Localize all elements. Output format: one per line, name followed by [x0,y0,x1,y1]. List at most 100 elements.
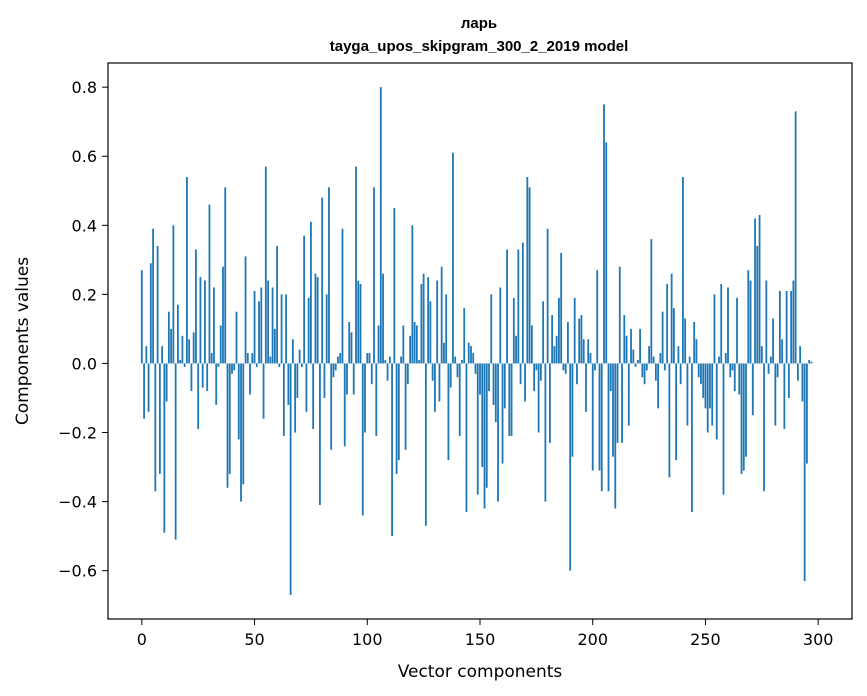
bar-289 [792,280,795,364]
bar-290 [794,111,797,364]
bar-148 [474,363,477,374]
bar-128 [429,301,432,364]
bar-94 [352,363,355,395]
bar-145 [467,342,470,364]
bar-102 [370,363,373,385]
bar-179 [544,363,547,502]
bar-230 [659,353,662,364]
bar-65 [287,363,290,405]
bar-80 [321,197,324,364]
bar-286 [785,290,788,364]
bar-152 [483,363,486,509]
bar-158 [497,363,499,502]
y-tick-label: −0.2 [58,424,97,443]
y-axis-ticks: −0.6 −0.4 −0.2 0.0 0.2 0.4 0.6 0.8 [58,78,108,581]
bar-186 [560,252,563,364]
bar-55 [264,166,267,364]
x-tick-label: 150 [465,630,496,649]
bar-26 [199,277,202,364]
bar-295 [806,363,808,464]
bar-216 [627,363,630,426]
bar-22 [190,363,193,392]
bar-234 [668,363,671,478]
x-axis-ticks: 0 50 100 150 200 250 300 [137,619,833,649]
bar-162 [506,249,508,364]
bar-12 [167,311,170,364]
bar-217 [630,328,632,364]
bar-125 [422,273,425,364]
x-tick-label: 250 [690,630,721,649]
bar-140 [456,363,459,378]
bar-184 [555,335,558,364]
bar-24 [195,249,197,364]
bar-202 [596,270,599,364]
bar-228 [654,363,657,381]
bar-96 [357,280,360,364]
bar-127 [427,277,430,364]
bar-112 [393,208,396,364]
bar-208 [609,363,612,392]
bar-56 [267,280,269,364]
bar-183 [553,346,556,364]
bar-81 [323,363,326,398]
bar-138 [452,152,454,364]
bar-263 [733,363,736,392]
bar-237 [675,363,678,461]
bar-213 [621,363,623,443]
bar-50 [253,290,256,364]
bar-63 [282,363,285,436]
bar-223 [643,363,646,385]
bar-35 [219,325,222,364]
bar-60 [276,246,278,364]
bar-214 [623,315,626,364]
bar-192 [573,297,576,364]
bar-177 [539,363,542,381]
bar-45 [242,363,245,485]
bar-144 [465,363,468,512]
bar-143 [463,308,466,364]
bar-285 [783,363,786,430]
bar-16 [176,304,179,364]
bar-103 [373,187,375,364]
bar-129 [431,363,434,381]
bar-276 [763,363,765,492]
bar-133 [440,266,443,364]
bar-142 [461,359,463,364]
bar-182 [551,315,554,364]
bar-100 [366,353,369,364]
bar-99 [364,363,366,433]
bar-10 [163,363,166,533]
bar-270 [749,280,752,364]
bar-176 [537,363,540,433]
bar-246 [695,339,698,364]
bar-251 [706,363,709,433]
bar-227 [652,356,655,364]
bar-229 [657,363,660,409]
bar-248 [700,363,702,385]
bar-185 [558,297,560,364]
bar-293 [801,363,804,402]
bar-115 [400,356,402,364]
bar-199 [589,353,592,364]
bar-139 [454,356,457,364]
bar-67 [291,339,294,364]
bar-233 [666,284,669,364]
bar-83 [328,187,330,364]
bar-42 [235,311,238,364]
bar-147 [472,353,475,364]
bar-264 [736,297,738,364]
bar-132 [438,363,441,402]
bar-255 [715,363,718,440]
bar-205 [603,104,605,364]
bar-134 [443,342,445,364]
bar-116 [402,325,405,364]
bar-70 [298,349,301,364]
bar-168 [519,363,522,385]
bar-180 [546,228,549,364]
bar-197 [585,363,587,412]
bar-72 [303,235,306,364]
bar-224 [645,363,648,371]
bar-218 [632,349,635,364]
bar-235 [670,273,673,364]
